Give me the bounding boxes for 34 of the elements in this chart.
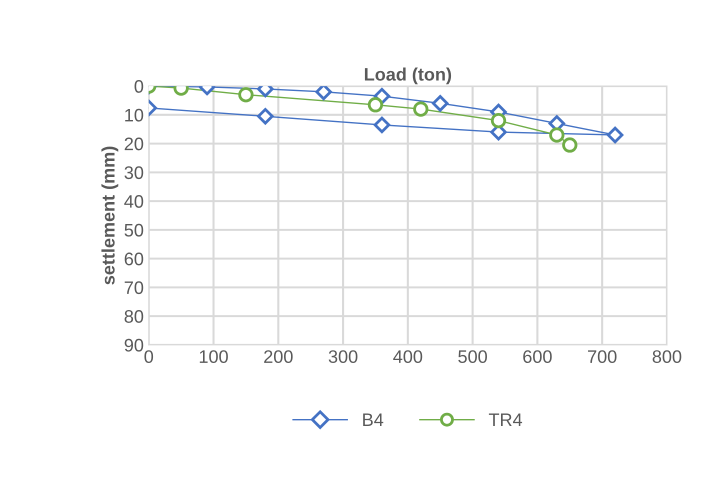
x-tick-label: 600 bbox=[523, 350, 552, 363]
x-tick-label: 300 bbox=[328, 350, 358, 363]
point bbox=[606, 126, 624, 144]
x-tick-label: 400 bbox=[393, 350, 422, 363]
x-tick-label: 500 bbox=[458, 350, 487, 363]
y-tick-label: 90 bbox=[124, 338, 144, 352]
y-tick-label: 20 bbox=[124, 138, 144, 150]
point bbox=[368, 97, 384, 112]
y-tick-label: 70 bbox=[124, 281, 144, 294]
point bbox=[374, 116, 390, 134]
point bbox=[315, 86, 332, 100]
point bbox=[490, 112, 506, 128]
y-tick-label: 0 bbox=[134, 80, 144, 93]
legend-label: TR4 bbox=[488, 414, 522, 426]
y-tick-label: 30 bbox=[124, 166, 144, 180]
point bbox=[257, 108, 274, 125]
point bbox=[238, 87, 254, 102]
point bbox=[562, 137, 578, 153]
y-tick-label: 50 bbox=[124, 224, 144, 237]
legend-label: B4 bbox=[363, 414, 384, 426]
point bbox=[432, 95, 448, 112]
x-tick-label: 0 bbox=[144, 350, 154, 363]
y-tick-label: 80 bbox=[124, 310, 144, 323]
x-tick-label: 800 bbox=[652, 350, 682, 363]
point bbox=[413, 101, 428, 117]
x-tick-label: 100 bbox=[200, 350, 228, 363]
point bbox=[549, 127, 564, 143]
y-tick-label: 40 bbox=[124, 195, 144, 208]
y-axis-title: settlement (mm) bbox=[101, 146, 118, 285]
y-tick-label: 60 bbox=[124, 252, 144, 266]
x-tick-label: 200 bbox=[264, 350, 293, 363]
x-axis-title: Load (ton) bbox=[364, 67, 452, 84]
y-tick-label: 10 bbox=[125, 108, 144, 122]
x-tick-label: 700 bbox=[588, 350, 617, 363]
